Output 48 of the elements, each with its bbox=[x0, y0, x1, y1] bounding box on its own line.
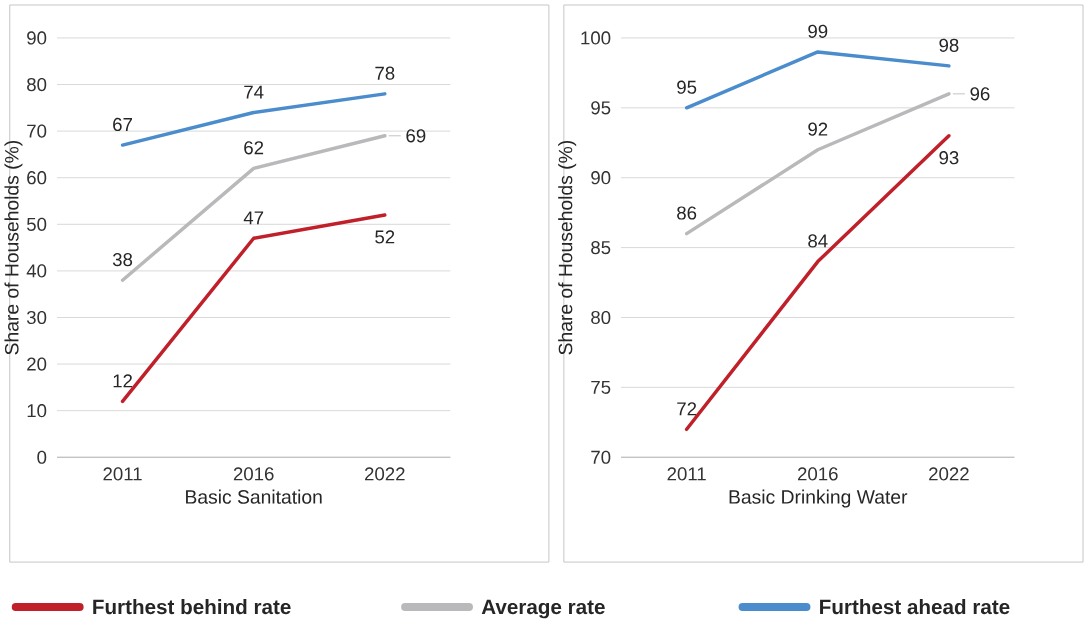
data-label: 69 bbox=[406, 129, 426, 143]
data-label: 12 bbox=[113, 374, 132, 388]
y-tick-label: 75 bbox=[591, 380, 611, 394]
y-tick-label: 85 bbox=[591, 240, 611, 255]
data-label: 67 bbox=[113, 117, 132, 132]
y-tick-label: 0 bbox=[37, 450, 47, 464]
data-label: 72 bbox=[677, 402, 697, 416]
y-axis-title: Share of Households (%) bbox=[558, 141, 577, 355]
x-tick-label: 2011 bbox=[667, 467, 706, 481]
y-tick-label: 20 bbox=[27, 357, 47, 371]
data-label: 47 bbox=[243, 211, 264, 225]
x-axis-title: Basic Sanitation bbox=[186, 489, 322, 504]
data-label: 86 bbox=[677, 206, 697, 220]
data-label: 74 bbox=[244, 85, 264, 99]
data-label: 84 bbox=[808, 234, 828, 248]
y-tick-label: 70 bbox=[27, 124, 47, 138]
y-tick-label: 95 bbox=[591, 101, 611, 115]
y-tick-label: 80 bbox=[591, 310, 611, 325]
data-label: 62 bbox=[244, 141, 264, 155]
y-tick-label: 70 bbox=[591, 450, 611, 464]
y-tick-label: 30 bbox=[26, 310, 47, 325]
legend-label: Furthest ahead rate bbox=[820, 599, 1010, 615]
x-tick-label: 2016 bbox=[797, 467, 838, 481]
legend-label: Furthest behind rate bbox=[93, 599, 291, 615]
data-label: 92 bbox=[808, 122, 828, 136]
data-label: 99 bbox=[808, 24, 828, 38]
legend-label: Average rate bbox=[481, 599, 605, 619]
data-label: 78 bbox=[375, 66, 395, 80]
data-label: 52 bbox=[375, 230, 395, 244]
x-axis-title: Basic Drinking Water bbox=[729, 489, 908, 508]
y-tick-label: 100 bbox=[581, 31, 611, 45]
x-tick-label: 2016 bbox=[233, 467, 274, 481]
x-tick-label: 2022 bbox=[929, 467, 969, 481]
x-tick-label: 2022 bbox=[365, 467, 405, 481]
y-tick-label: 10 bbox=[27, 404, 47, 418]
x-tick-label: 2011 bbox=[103, 467, 142, 481]
y-tick-label: 80 bbox=[27, 77, 47, 92]
y-tick-label: 40 bbox=[26, 264, 47, 278]
data-label: 98 bbox=[939, 38, 959, 52]
y-tick-label: 90 bbox=[591, 171, 611, 185]
y-axis-title: Share of Households (%) bbox=[4, 141, 23, 355]
y-tick-label: 50 bbox=[26, 217, 47, 231]
data-label: 96 bbox=[970, 87, 990, 101]
data-label: 38 bbox=[112, 252, 133, 267]
data-label: 95 bbox=[677, 80, 697, 94]
data-label: 93 bbox=[939, 151, 959, 165]
y-tick-label: 60 bbox=[27, 171, 47, 185]
y-tick-label: 90 bbox=[27, 31, 47, 45]
